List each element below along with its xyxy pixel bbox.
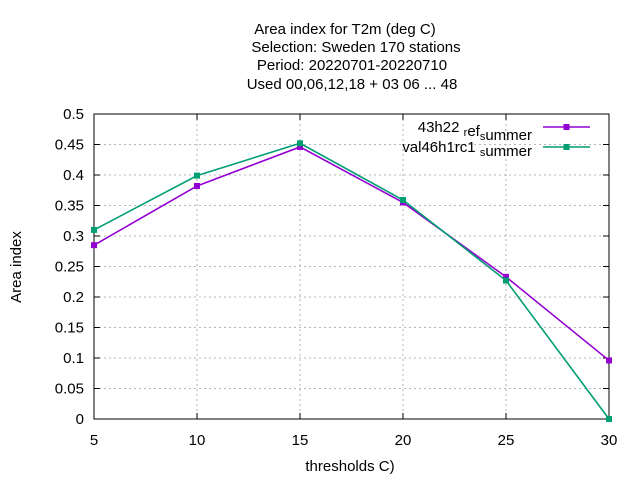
- grid-lines: [94, 114, 609, 419]
- y-tick-label: 0.05: [55, 381, 84, 398]
- data-point: [606, 357, 612, 364]
- y-tick-label: 0: [76, 411, 84, 428]
- series-layer: [91, 140, 612, 422]
- data-point: [194, 182, 200, 189]
- chart-title-line-4: Used 00,06,12,18 + 03 06 ... 48: [247, 76, 458, 93]
- y-tick-label: 0.5: [63, 106, 84, 123]
- y-tick-label: 0.15: [55, 320, 84, 337]
- x-tick-label: 25: [498, 432, 515, 449]
- y-tick-label: 0.45: [55, 137, 84, 154]
- legend-label: 43h22 refsummer: [418, 119, 532, 144]
- data-point: [606, 416, 612, 422]
- y-tick-label: 0.1: [63, 350, 84, 367]
- data-point: [91, 242, 97, 249]
- y-tick-labels: 0 0.05 0.1 0.15 0.2 0.25 0.3 0.35 0.4 0.45 0.5: [55, 106, 84, 428]
- x-tick-label: 15: [292, 432, 309, 449]
- chart-title-line-2: Selection: Sweden 170 stations: [251, 39, 460, 56]
- y-tick-label: 0.2: [63, 289, 84, 306]
- legend-entry-1: 43h22 refsummer: [418, 119, 590, 144]
- chart-title-block: Area index for T2m (deg C) Selection: Sw…: [247, 21, 461, 93]
- data-point: [91, 226, 97, 233]
- x-tick-labels: 5 10 15 20 25 30: [90, 432, 618, 449]
- x-tick-label: 5: [90, 432, 98, 449]
- x-axis-label: thresholds C): [305, 458, 394, 475]
- series-2: [91, 140, 612, 422]
- data-point: [297, 143, 303, 150]
- x-tick-label: 20: [395, 432, 412, 449]
- series-line: [93, 146, 610, 362]
- legend-sample-point: [563, 144, 570, 150]
- x-tick-label: 10: [189, 432, 206, 449]
- series-line: [93, 142, 610, 420]
- y-tick-label: 0.4: [63, 167, 84, 184]
- data-point: [194, 172, 200, 179]
- series-1: [91, 143, 612, 364]
- y-axis-label: Area index: [8, 231, 25, 303]
- legend-sample-point: [563, 124, 570, 130]
- y-tick-label: 0.3: [63, 228, 84, 245]
- data-point: [503, 277, 509, 284]
- legend-entry-2: val46h1rc1 summer: [402, 139, 590, 160]
- x-tick-label: 30: [601, 432, 618, 449]
- y-tick-label: 0.35: [55, 198, 84, 215]
- chart-title-line-1: Area index for T2m (deg C): [254, 21, 435, 38]
- y-tick-label: 0.25: [55, 259, 84, 276]
- data-point: [400, 197, 406, 204]
- chart-title-line-3: Period: 20220701-20220710: [257, 57, 447, 74]
- legend-label: val46h1rc1 summer: [402, 139, 532, 160]
- data-point: [503, 273, 509, 280]
- data-point: [297, 140, 303, 147]
